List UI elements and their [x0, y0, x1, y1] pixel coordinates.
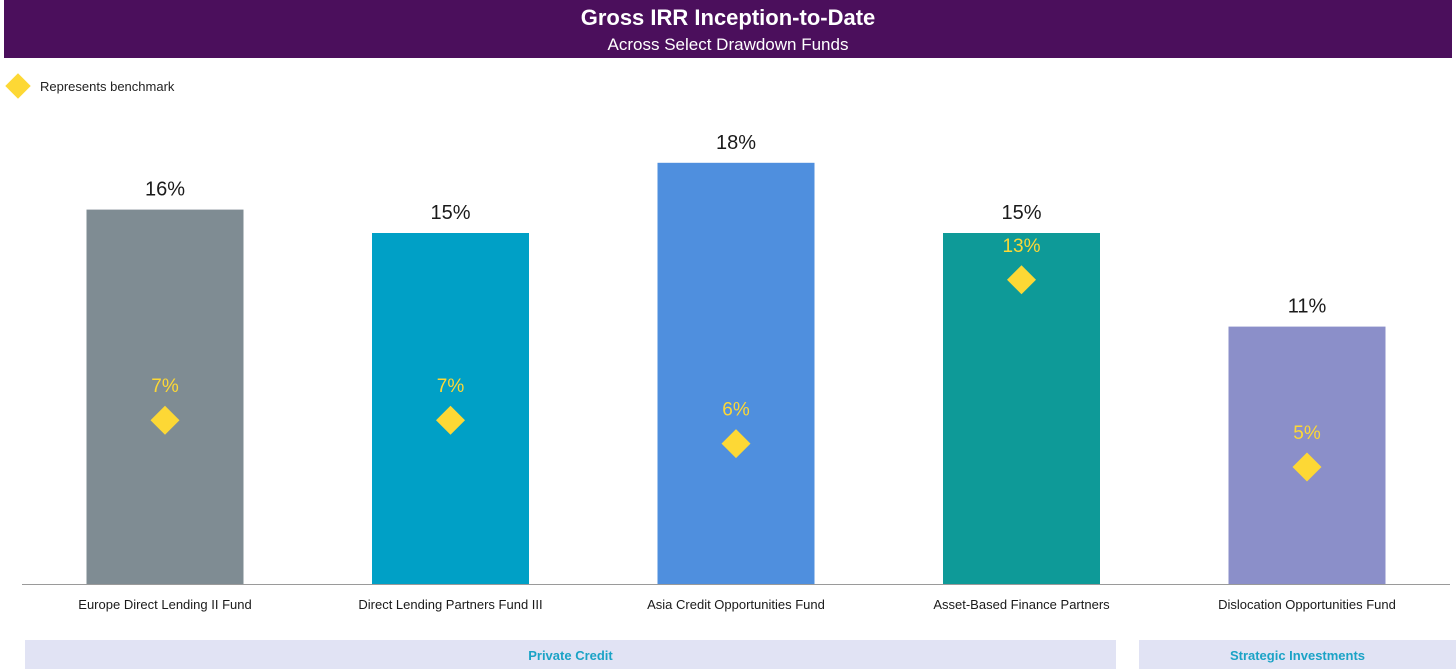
benchmark-label-5: 5% — [1293, 423, 1321, 444]
benchmark-label-3: 6% — [722, 400, 750, 421]
bar-value-label-5: 11% — [1288, 296, 1327, 318]
benchmark-diamond-4 — [1007, 265, 1036, 295]
bar-value-label-1: 16% — [145, 179, 185, 201]
benchmark-label-4: 13% — [1002, 236, 1040, 257]
chart-header: Gross IRR Inception-to-Date Across Selec… — [4, 0, 1452, 58]
category-label-2: Direct Lending Partners Fund III — [358, 597, 542, 612]
group-strategic-investments: Strategic Investments — [1139, 640, 1456, 669]
benchmark-label-2: 7% — [437, 376, 465, 397]
benchmark-diamond-5 — [1292, 452, 1322, 482]
legend-label: Represents benchmark — [40, 78, 175, 94]
group-private-credit: Private Credit — [25, 640, 1116, 669]
legend: Represents benchmark — [5, 73, 175, 99]
benchmark-label-1: 7% — [151, 376, 179, 397]
category-label-3: Asia Credit Opportunities Fund — [647, 597, 825, 612]
category-label-5: Dislocation Opportunities Fund — [1218, 597, 1396, 612]
category-label-1: Europe Direct Lending II Fund — [78, 597, 251, 612]
benchmark-diamond-1 — [150, 405, 180, 435]
bar-value-label-3: 18% — [716, 132, 756, 154]
bar-value-label-4: 15% — [1001, 202, 1041, 224]
bar-1 — [86, 209, 244, 584]
chart-subtitle: Across Select Drawdown Funds — [607, 35, 849, 54]
benchmark-diamond-2 — [436, 405, 465, 435]
benchmark-diamond-3 — [721, 429, 751, 459]
category-label-4: Asset-Based Finance Partners — [933, 597, 1110, 612]
bar-value-label-2: 15% — [430, 202, 470, 224]
chart-title: Gross IRR Inception-to-Date — [580, 5, 876, 30]
bar-3 — [657, 162, 815, 585]
